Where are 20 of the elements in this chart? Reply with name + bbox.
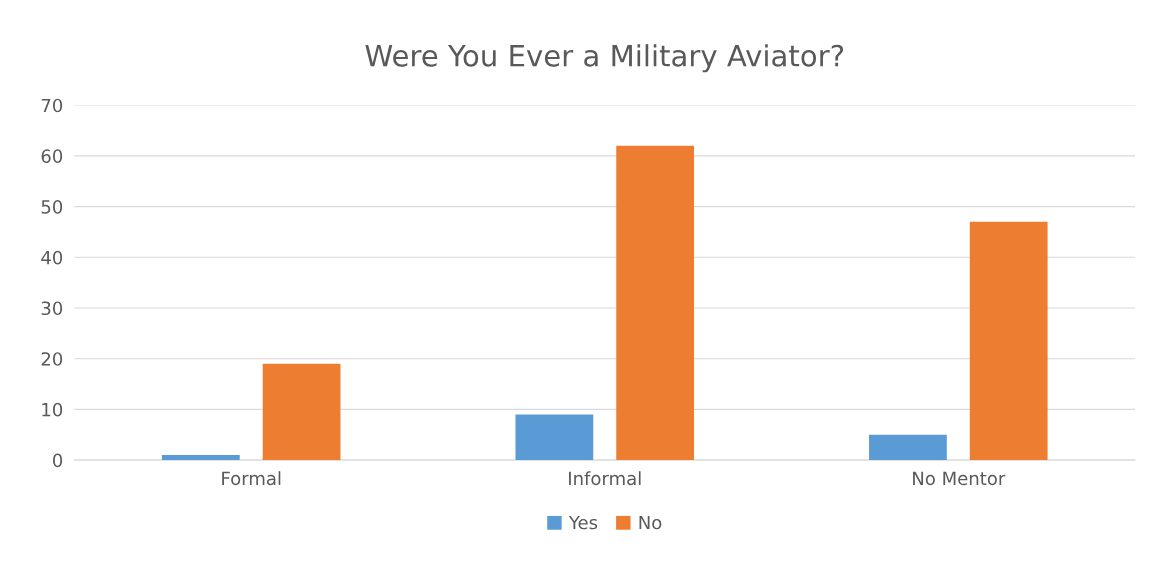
bar bbox=[969, 221, 1048, 461]
legend-label: No bbox=[639, 515, 662, 530]
bar bbox=[262, 363, 341, 461]
y-tick-label: 40 bbox=[41, 250, 63, 265]
y-tick-label: 20 bbox=[41, 352, 63, 366]
bar bbox=[616, 145, 695, 461]
chart-title: Were You Ever a Military Aviator? bbox=[365, 44, 844, 73]
x-tick-label: No Mentor bbox=[913, 471, 1006, 486]
y-tick-label: 30 bbox=[41, 301, 63, 316]
bar bbox=[161, 455, 240, 461]
y-tick-label: 60 bbox=[41, 149, 63, 164]
y-tick-label: 70 bbox=[41, 98, 63, 113]
bar bbox=[869, 434, 947, 461]
y-tick-label: 10 bbox=[42, 402, 63, 417]
bar bbox=[515, 414, 594, 461]
y-tick-label: 50 bbox=[41, 200, 63, 214]
y-tick-label: 0 bbox=[53, 453, 63, 468]
x-tick-label: Formal bbox=[222, 471, 281, 486]
legend-label: Yes bbox=[568, 515, 598, 530]
x-tick-label: Informal bbox=[569, 471, 641, 486]
